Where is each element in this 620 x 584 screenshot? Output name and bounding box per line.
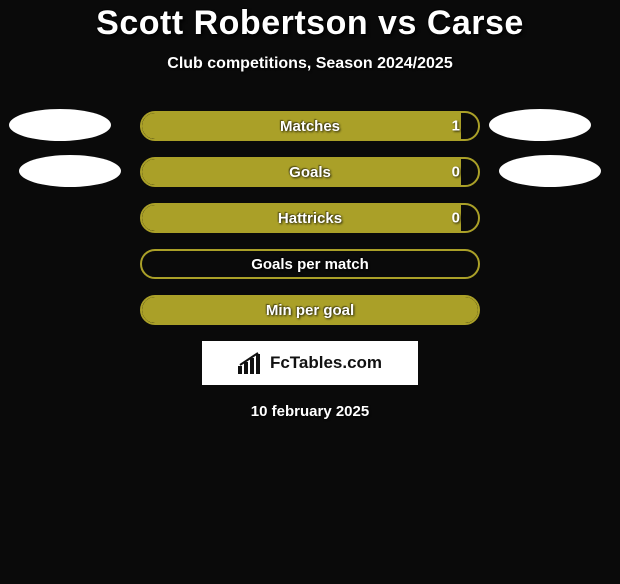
bar: Goals per match — [140, 249, 480, 279]
subtitle: Club competitions, Season 2024/2025 — [0, 55, 620, 73]
bar-row: Matches 1 — [0, 111, 620, 141]
logo-box: FcTables.com — [202, 341, 418, 385]
bar: Goals 0 — [140, 157, 480, 187]
bar-row: Goals 0 — [0, 157, 620, 187]
bar-row: Min per goal — [0, 295, 620, 325]
bar-label: Goals per match — [251, 256, 369, 273]
bar-value: 0 — [452, 210, 460, 227]
bar-value: 0 — [452, 164, 460, 181]
bar-row: Hattricks 0 — [0, 203, 620, 233]
bar-row: Goals per match — [0, 249, 620, 279]
bar-rows: Matches 1 Goals 0 Hattricks 0 Goals per match M… — [0, 111, 620, 325]
bar-value: 1 — [452, 118, 460, 135]
bar-label: Hattricks — [278, 210, 342, 227]
bar-label: Matches — [280, 118, 340, 135]
footer-date: 10 february 2025 — [0, 403, 620, 420]
page-title: Scott Robertson vs Carse — [0, 4, 620, 43]
logo-bars-icon — [238, 352, 264, 374]
bar-label: Min per goal — [266, 302, 354, 319]
bar-label: Goals — [289, 164, 331, 181]
bar: Matches 1 — [140, 111, 480, 141]
logo-text: FcTables.com — [270, 353, 382, 373]
bar: Min per goal — [140, 295, 480, 325]
chart-area: Matches 1 Goals 0 Hattricks 0 Goals per match M… — [0, 111, 620, 420]
bar: Hattricks 0 — [140, 203, 480, 233]
